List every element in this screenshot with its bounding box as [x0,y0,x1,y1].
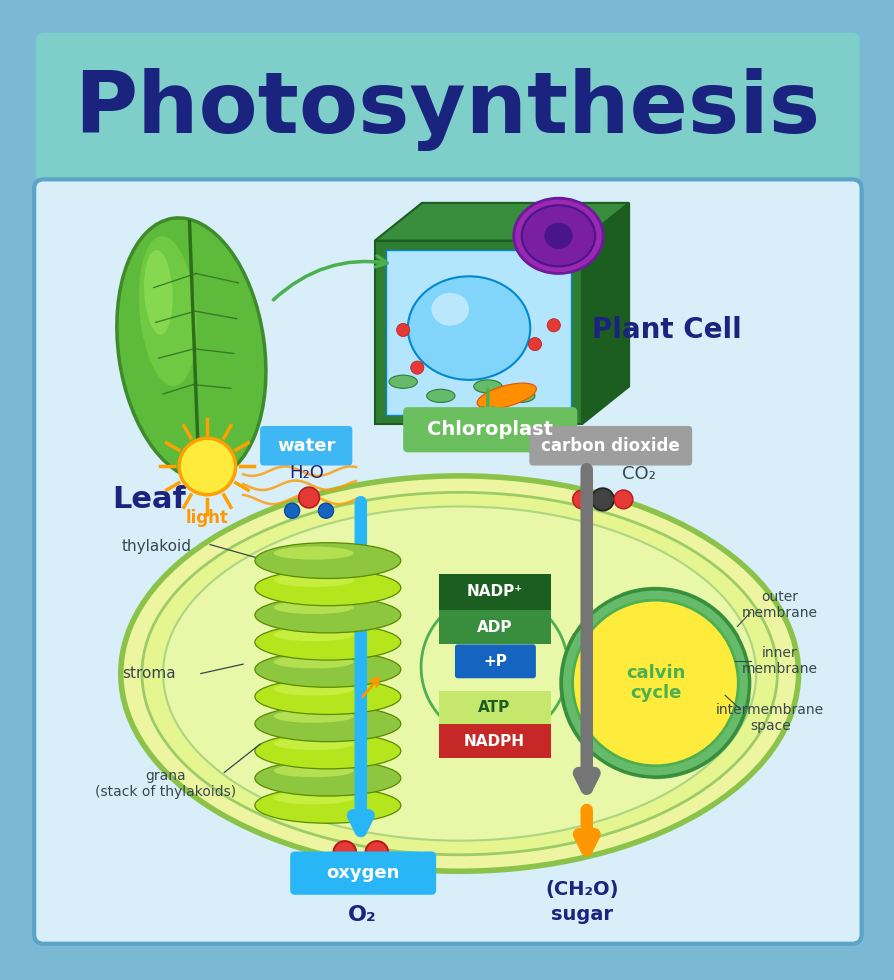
Ellipse shape [274,573,353,587]
Circle shape [365,841,388,863]
Ellipse shape [121,476,797,871]
Circle shape [333,841,356,863]
Text: CO₂: CO₂ [620,465,654,483]
Text: intermembrane
space: intermembrane space [715,703,823,733]
Text: NADPH: NADPH [463,734,525,749]
Ellipse shape [408,276,529,380]
Ellipse shape [274,547,353,560]
Text: thylakoid: thylakoid [122,539,191,554]
Ellipse shape [274,710,353,723]
Text: +P: +P [483,654,507,668]
Text: ADP: ADP [477,620,511,635]
Text: (CH₂O)
sugar: (CH₂O) sugar [544,880,618,924]
Ellipse shape [142,492,777,855]
Polygon shape [375,240,581,424]
Circle shape [179,438,235,495]
Circle shape [561,589,749,777]
Text: outer
membrane: outer membrane [741,590,817,620]
Text: calvin
cycle: calvin cycle [625,663,685,703]
Text: Photosynthesis: Photosynthesis [74,69,820,151]
Ellipse shape [513,198,603,273]
Ellipse shape [144,250,173,334]
Ellipse shape [274,737,353,750]
Ellipse shape [473,380,502,393]
Ellipse shape [274,656,353,668]
FancyBboxPatch shape [34,179,861,944]
Ellipse shape [477,383,536,409]
Polygon shape [375,203,628,240]
Ellipse shape [117,218,266,479]
Text: oxygen: oxygen [325,864,399,882]
Circle shape [284,503,299,518]
Ellipse shape [431,293,468,325]
Ellipse shape [255,543,401,578]
Ellipse shape [274,764,353,777]
Ellipse shape [274,682,353,696]
Text: stroma: stroma [122,666,175,681]
Ellipse shape [255,652,401,687]
Ellipse shape [255,679,401,714]
Circle shape [527,337,541,351]
Circle shape [613,490,632,509]
FancyBboxPatch shape [438,573,551,610]
Circle shape [318,503,333,518]
Circle shape [572,600,738,765]
Circle shape [299,487,319,508]
FancyBboxPatch shape [438,691,551,724]
Circle shape [572,490,591,509]
FancyBboxPatch shape [17,20,878,960]
FancyBboxPatch shape [454,645,536,678]
FancyBboxPatch shape [260,426,352,466]
FancyBboxPatch shape [290,852,435,895]
FancyBboxPatch shape [438,611,551,645]
Circle shape [546,318,560,332]
Circle shape [410,361,424,374]
FancyBboxPatch shape [386,250,570,415]
Ellipse shape [544,222,572,249]
Text: NADP⁺: NADP⁺ [466,584,522,599]
Text: grana
(stack of thylakoids): grana (stack of thylakoids) [96,768,236,799]
FancyBboxPatch shape [528,426,691,466]
Ellipse shape [426,389,454,403]
Text: inner
membrane: inner membrane [741,646,817,676]
Ellipse shape [139,236,197,386]
Ellipse shape [274,791,353,805]
Text: water: water [277,437,335,455]
Circle shape [591,488,613,511]
Text: carbon dioxide: carbon dioxide [540,437,679,455]
Ellipse shape [389,375,417,388]
Polygon shape [581,203,628,424]
Ellipse shape [274,628,353,641]
Ellipse shape [163,507,755,841]
Text: light: light [186,510,229,527]
Ellipse shape [255,624,401,661]
FancyBboxPatch shape [438,724,551,759]
Ellipse shape [521,205,595,267]
Circle shape [396,323,409,336]
Ellipse shape [255,706,401,742]
Text: H₂O: H₂O [289,465,324,482]
Ellipse shape [255,570,401,606]
Ellipse shape [255,788,401,823]
Ellipse shape [255,760,401,796]
FancyBboxPatch shape [402,407,577,453]
FancyBboxPatch shape [34,30,861,189]
Ellipse shape [255,597,401,633]
Ellipse shape [506,389,535,403]
Text: Leaf: Leaf [112,485,186,514]
Ellipse shape [274,601,353,614]
Text: ATP: ATP [477,700,510,715]
Text: Chloroplast: Chloroplast [426,420,552,439]
Ellipse shape [255,733,401,769]
Text: O₂: O₂ [348,906,376,925]
Text: Plant Cell: Plant Cell [591,316,741,344]
